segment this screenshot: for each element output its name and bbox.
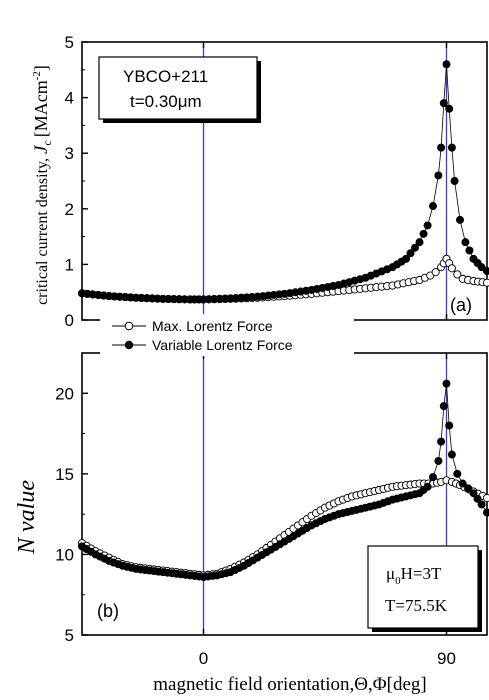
point-filled: [450, 177, 459, 185]
y-tick-label: 4: [65, 89, 74, 108]
point-filled: [473, 494, 482, 503]
x-axis-title: magnetic field orientation,Θ,Φ[deg]: [153, 674, 426, 695]
point-filled: [447, 143, 456, 152]
legend-marker-open: [124, 321, 134, 331]
panel-b-annotation-line1: μ0H=3T: [386, 564, 442, 587]
legend-box: [100, 314, 354, 356]
point-open: [447, 264, 456, 273]
point-open: [453, 270, 462, 279]
point-filled: [445, 104, 454, 113]
y-tick-label: 5: [65, 33, 74, 52]
x-tick-label: 90: [437, 649, 456, 668]
point-filled: [406, 249, 415, 258]
point-filled: [439, 402, 448, 411]
point-filled: [429, 202, 437, 211]
legend-label-max: Max. Lorentz Force: [152, 318, 273, 334]
point-filled: [415, 238, 424, 247]
panel-b: 5 10 15 20 μ0H=3T T=75.5K (b): [55, 352, 489, 645]
point-filled: [477, 500, 486, 509]
point-filled: [456, 215, 464, 224]
y-tick-label: 0: [65, 311, 74, 330]
panel-a-ylabel: critical current density, Jc[MAcm-2]: [31, 65, 54, 305]
point-filled: [453, 469, 462, 478]
point-filled: [464, 484, 473, 493]
point-filled: [439, 99, 448, 108]
point-filled: [442, 379, 451, 388]
y-tick-label: 2: [65, 200, 74, 219]
y-tick-label: 15: [55, 465, 74, 484]
point-filled: [445, 421, 454, 430]
point-filled: [429, 473, 437, 482]
point-filled: [469, 489, 478, 498]
point-filled: [447, 450, 456, 459]
point-filled: [434, 456, 443, 465]
y-tick-label: 5: [65, 626, 74, 645]
panel-a-annotation-line1: YBCO+211: [123, 67, 208, 86]
panel-b-ylabel: N value: [14, 480, 40, 555]
x-tick-label: 0: [199, 649, 208, 668]
point-filled: [483, 508, 489, 517]
panel-a: 0 1 2 3 4 5 YBCO+211 t=0.30μm (a): [65, 33, 489, 330]
point-filled: [411, 243, 419, 252]
point-filled: [461, 238, 470, 247]
point-filled: [442, 60, 451, 69]
legend-entry-max: Max. Lorentz Force: [112, 318, 273, 334]
legend-label-variable: Variable Lorentz Force: [152, 337, 293, 353]
point-open: [482, 493, 489, 503]
y-tick-label: 1: [65, 255, 74, 274]
point-filled: [437, 143, 446, 152]
point-filled: [437, 437, 446, 446]
point-filled: [483, 267, 489, 276]
point-filled: [423, 482, 432, 491]
legend-marker-filled: [124, 340, 134, 350]
legend: Max. Lorentz Force Variable Lorentz Forc…: [100, 314, 354, 356]
point-filled: [423, 221, 432, 230]
point-open: [482, 278, 489, 287]
point-filled: [434, 171, 443, 180]
y-tick-label: 10: [55, 545, 74, 564]
y-tick-label: 3: [65, 144, 74, 163]
point-filled: [402, 254, 410, 263]
point-open: [431, 268, 440, 277]
panel-a-annotation-box: [98, 56, 258, 120]
panel-a-label: (a): [450, 295, 472, 315]
point-filled: [465, 246, 474, 255]
panel-b-label: (b): [97, 601, 119, 621]
panel-b-annotation-box: [367, 545, 479, 629]
panel-b-annotation-line2: T=75.5K: [385, 596, 448, 615]
point-filled: [458, 479, 467, 488]
legend-entry-variable: Variable Lorentz Force: [112, 337, 293, 353]
panel-a-annotation-line2: t=0.30μm: [130, 92, 202, 111]
y-tick-label: 20: [55, 384, 74, 403]
point-filled: [419, 229, 428, 238]
